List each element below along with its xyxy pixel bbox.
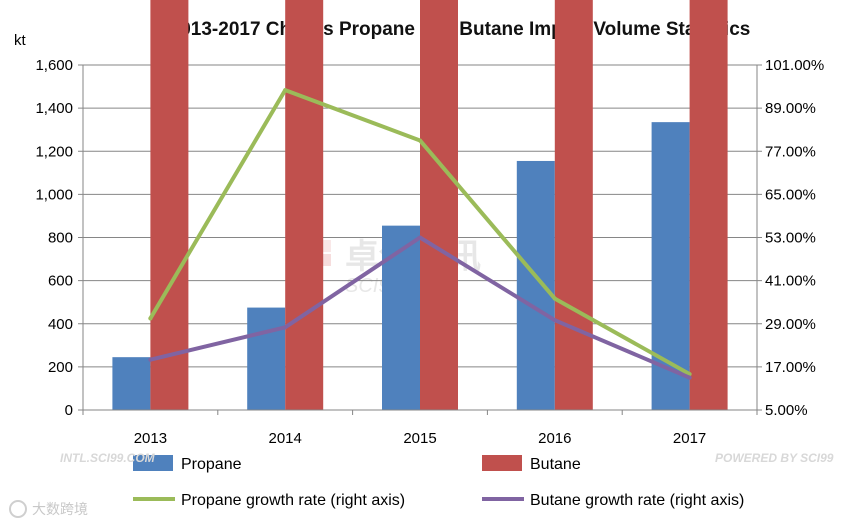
y2-tick-label: 101.00% bbox=[765, 57, 824, 74]
bar-butane-2013 bbox=[150, 0, 189, 410]
bar-propane-2014 bbox=[247, 307, 286, 410]
y-tick-label: 400 bbox=[48, 316, 73, 333]
y2-tick-label: 77.00% bbox=[765, 143, 816, 160]
bar-propane-2017 bbox=[651, 122, 690, 410]
y-tick-label: 800 bbox=[48, 230, 73, 247]
point-propane-growth-2014 bbox=[283, 88, 288, 93]
corner-watermark-text: 大数跨境 bbox=[32, 502, 88, 518]
point-butane-growth-2016 bbox=[552, 318, 557, 323]
legend-label-propane-growth-rate-right-axis: Propane growth rate (right axis) bbox=[181, 492, 405, 509]
point-butane-growth-2013 bbox=[148, 357, 153, 362]
point-propane-growth-2016 bbox=[552, 296, 557, 301]
y2-tick-label: 29.00% bbox=[765, 316, 816, 333]
x-tick-label: 2013 bbox=[134, 430, 167, 447]
y2-tick-label: 53.00% bbox=[765, 230, 816, 247]
y2-tick-label: 89.00% bbox=[765, 100, 816, 117]
y-tick-label: 1,000 bbox=[35, 186, 73, 203]
y-tick-label: 200 bbox=[48, 359, 73, 376]
y-tick-label: 1,400 bbox=[35, 100, 73, 117]
bar-propane-2016 bbox=[516, 160, 555, 410]
y-axis-unit-label: kt bbox=[14, 32, 27, 49]
point-butane-growth-2017 bbox=[687, 375, 692, 380]
axes bbox=[78, 64, 762, 415]
point-propane-growth-2015 bbox=[418, 138, 422, 143]
point-propane-growth-2013 bbox=[148, 316, 153, 321]
y-axis-ticks: 0 200 400 600 800 1,000 1,200 1,400 1,600 bbox=[35, 57, 73, 419]
y2-tick-label: 65.00% bbox=[765, 186, 816, 203]
lines bbox=[148, 88, 692, 380]
bar-butane-2015 bbox=[420, 0, 458, 410]
y-tick-label: 600 bbox=[48, 273, 73, 290]
legend-label-propane: Propane bbox=[181, 456, 242, 473]
legend-label-butane-growth-rate-right-axis: Butane growth rate (right axis) bbox=[530, 492, 744, 509]
point-butane-growth-2015 bbox=[418, 235, 422, 240]
bars bbox=[112, 0, 728, 410]
x-tick-label: 2014 bbox=[269, 430, 302, 447]
y2-tick-label: 41.00% bbox=[765, 273, 816, 290]
y-tick-label: 1,600 bbox=[35, 57, 73, 74]
corner-watermark: 大数跨境 bbox=[9, 500, 88, 518]
watermark-left: INTL.SCI99.COM bbox=[60, 451, 156, 465]
y2-axis-ticks: 5.00% 17.00% 29.00% 41.00% 53.00% 65.00% 77.00… bbox=[765, 57, 824, 419]
y2-tick-label: 5.00% bbox=[765, 402, 808, 419]
legend-swatch-butane bbox=[482, 455, 522, 471]
y2-tick-label: 17.00% bbox=[765, 359, 816, 376]
bar-butane-2014 bbox=[285, 0, 324, 410]
y-tick-label: 0 bbox=[65, 402, 73, 419]
legend-label-butane: Butane bbox=[530, 456, 581, 473]
legend: Propane Butane Propane growth rate (right … bbox=[133, 455, 744, 509]
chart-title: 2013-2017 China's Propane and Butane Imp… bbox=[170, 19, 751, 40]
corner-logo-icon bbox=[9, 500, 27, 518]
y-tick-label: 1,200 bbox=[35, 143, 73, 160]
x-tick-label: 2017 bbox=[673, 430, 706, 447]
bar-butane-2016 bbox=[554, 0, 593, 410]
watermark-right: POWERED BY SCI99 bbox=[715, 451, 834, 465]
x-tick-label: 2016 bbox=[538, 430, 571, 447]
x-axis-ticks: 2013 2014 2015 2016 2017 bbox=[134, 430, 707, 447]
bar-propane-2015 bbox=[382, 225, 420, 410]
bar-propane-2013 bbox=[112, 357, 151, 410]
legend-swatch-propane bbox=[133, 455, 173, 471]
x-tick-label: 2015 bbox=[403, 430, 436, 447]
point-butane-growth-2014 bbox=[283, 325, 288, 330]
bar-butane-2017 bbox=[689, 0, 728, 410]
